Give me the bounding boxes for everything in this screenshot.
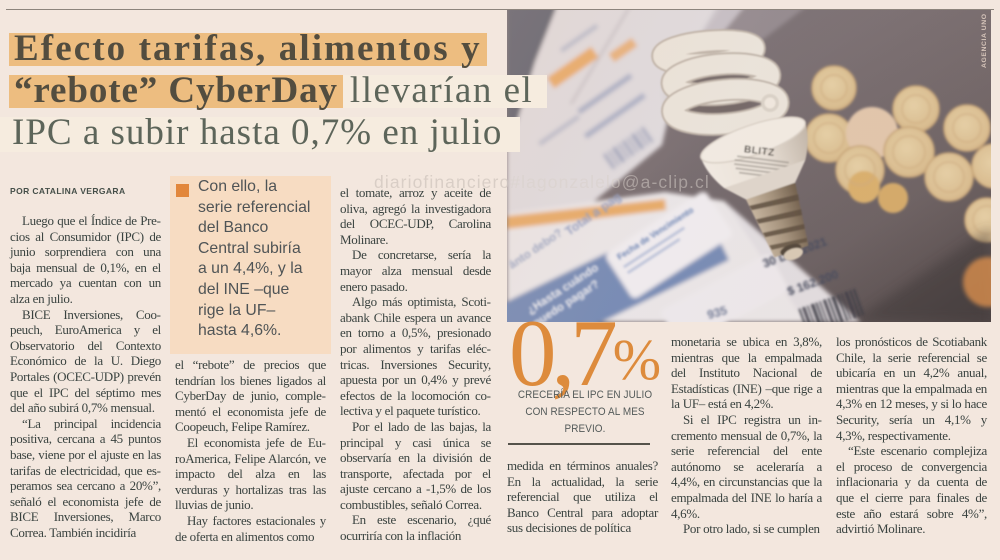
svg-text:AGENCIA UNO: AGENCIA UNO <box>981 13 988 68</box>
